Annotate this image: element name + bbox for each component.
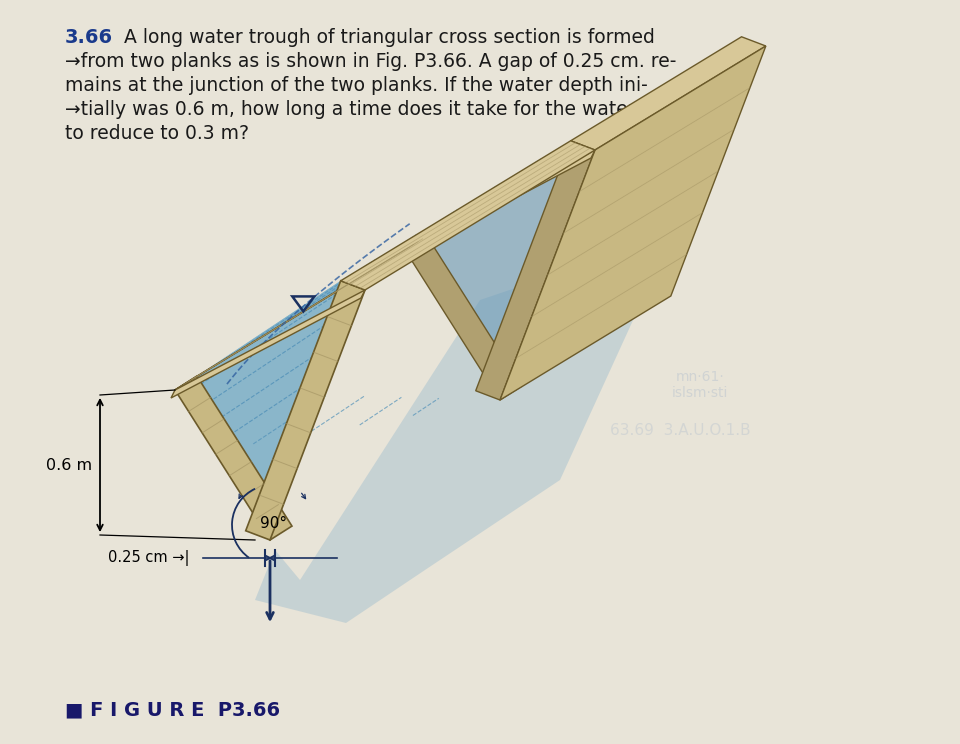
Polygon shape [255,235,672,623]
Polygon shape [171,290,365,398]
Text: A long water trough of triangular cross section is formed: A long water trough of triangular cross … [118,28,655,47]
Text: →tially was 0.6 m, how long a time does it take for the water depth: →tially was 0.6 m, how long a time does … [65,100,696,119]
Polygon shape [427,141,570,400]
Text: ■ F I G U R E  P3.66: ■ F I G U R E P3.66 [65,700,280,719]
Polygon shape [341,141,595,290]
Text: 0.6 m: 0.6 m [46,458,92,472]
Text: to reduce to 0.3 m?: to reduce to 0.3 m? [65,124,249,143]
Text: →from two planks as is shown in Fig. P3.66. A gap of 0.25 cm. re-: →from two planks as is shown in Fig. P3.… [65,52,677,71]
Text: 0.25 cm →|: 0.25 cm →| [108,550,190,566]
Polygon shape [197,141,570,376]
Polygon shape [405,236,522,400]
Polygon shape [175,236,427,390]
Polygon shape [175,376,292,540]
Polygon shape [476,141,595,400]
Text: 63.69  3.A.U.O.1.B: 63.69 3.A.U.O.1.B [610,423,751,437]
Polygon shape [570,36,766,150]
Text: mn·61·
islsm·sti: mn·61· islsm·sti [672,370,729,400]
Text: mains at the junction of the two planks. If the water depth ini-: mains at the junction of the two planks.… [65,76,648,95]
Polygon shape [197,280,341,540]
Text: 90°: 90° [260,516,288,530]
Text: 3.66: 3.66 [65,28,113,47]
Polygon shape [246,280,365,540]
Polygon shape [500,46,766,400]
Polygon shape [401,150,595,258]
